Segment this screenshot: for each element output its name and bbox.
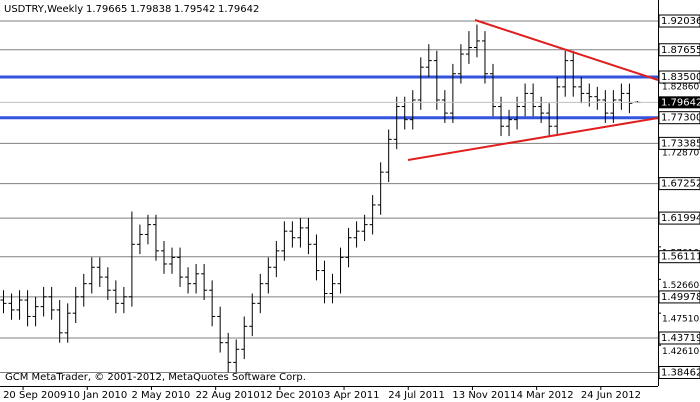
- level-label: 1.77300: [661, 113, 700, 124]
- header-high: 1.79838: [130, 4, 171, 15]
- y-tick-label: 1.52660: [662, 281, 699, 291]
- x-tick-label: 3 Apr 2011: [324, 390, 379, 401]
- x-tick-label: 20 Sep 2009: [3, 390, 66, 401]
- x-tick-label: 24 Jun 2012: [581, 390, 641, 401]
- x-tick-label: 13 Nov 2011: [452, 390, 516, 401]
- level-label-box: [658, 211, 700, 225]
- y-tick-label: 1.42610: [662, 347, 699, 357]
- level-label: 1.61994: [661, 213, 700, 224]
- level-label: 1.56111: [661, 252, 700, 263]
- header-low: 1.79542: [174, 4, 215, 15]
- level-label-box: [658, 70, 700, 84]
- level-label-box: [658, 177, 700, 191]
- level-label-box: [658, 331, 700, 345]
- trendline: [474, 19, 659, 81]
- level-label-box: [658, 365, 700, 379]
- x-tick-label: 12 Dec 2010: [260, 390, 324, 401]
- x-tick-label: 4 Mar 2012: [517, 390, 574, 401]
- level-label-box: [658, 290, 700, 304]
- header-open: 1.79665: [86, 4, 127, 15]
- symbol: USDTRY,Weekly: [4, 4, 83, 15]
- x-tick-label: 22 Aug 2010: [196, 390, 260, 401]
- x-tick-label: 24 Jul 2011: [388, 390, 445, 401]
- level-label: 1.92036: [661, 16, 700, 27]
- y-tick-label: 1.82860: [662, 83, 699, 93]
- current-price-label: 1.79642: [661, 97, 700, 108]
- level-label: 1.67252: [661, 179, 700, 190]
- level-label: 1.83500: [661, 72, 700, 83]
- footer: GCM MetaTrader, © 2001-2012, MetaQuotes …: [5, 372, 306, 383]
- level-label-box: [658, 111, 700, 125]
- level-label: 1.43719: [661, 333, 700, 344]
- trendline: [407, 117, 659, 161]
- y-tick-label: 1.47510: [662, 315, 699, 325]
- level-label-box: [658, 43, 700, 57]
- header-close: 1.79642: [218, 4, 259, 15]
- level-label-box: [658, 14, 700, 28]
- level-label-box: [658, 250, 700, 264]
- y-tick-label: 1.72870: [662, 148, 699, 158]
- level-label: 1.73385: [661, 138, 700, 149]
- level-label-box: [658, 136, 700, 150]
- level-label: 1.87655: [661, 45, 700, 56]
- current-price-box: [659, 96, 700, 109]
- level-label: 1.49978: [661, 292, 700, 303]
- x-tick-label: 10 Jan 2010: [67, 390, 127, 401]
- plot: [0, 20, 658, 373]
- x-tick-label: 2 May 2010: [131, 390, 190, 401]
- level-label: 1.38462: [661, 367, 700, 378]
